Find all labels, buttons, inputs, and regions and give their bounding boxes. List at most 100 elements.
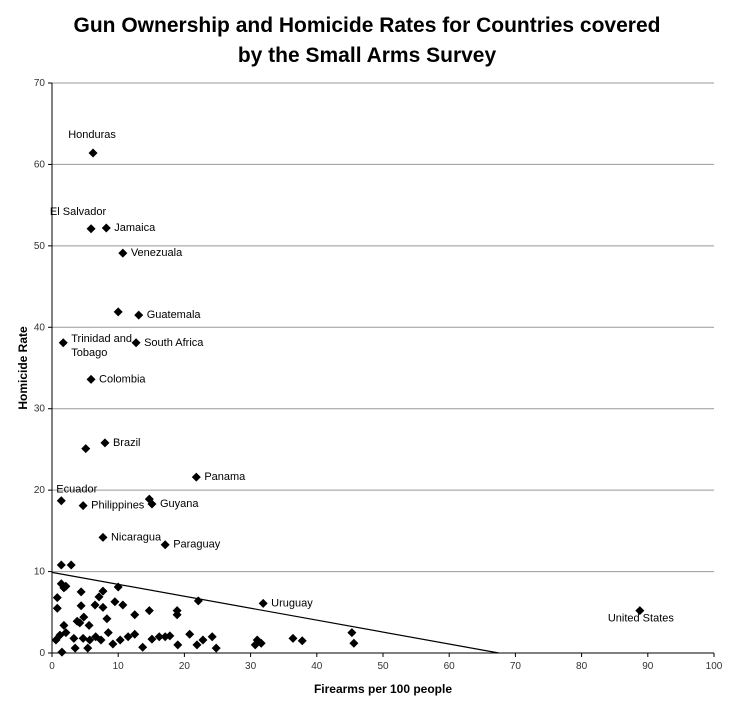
- point: [138, 642, 148, 652]
- point-label: Guyana: [160, 498, 199, 510]
- point: [185, 629, 195, 639]
- point: [191, 472, 201, 482]
- point: [86, 224, 96, 234]
- point: [172, 610, 182, 620]
- point: [85, 635, 95, 645]
- point: [75, 618, 85, 628]
- point-label: Ecuador: [56, 484, 97, 496]
- y-tick-label: 60: [34, 159, 46, 170]
- x-tick-label: 20: [179, 661, 191, 672]
- point-label: United States: [608, 613, 675, 625]
- point: [78, 501, 88, 511]
- point-label: Uruguay: [271, 597, 313, 609]
- point: [52, 593, 62, 603]
- y-tick-label: 40: [34, 322, 46, 333]
- point: [113, 307, 123, 317]
- point: [98, 532, 108, 542]
- point-label: Nicaragua: [111, 531, 162, 543]
- point: [118, 600, 128, 610]
- y-tick-label: 30: [34, 404, 46, 415]
- point-label: Philippines: [91, 500, 145, 512]
- y-axis-title: Homicide Rate: [16, 326, 30, 410]
- point: [144, 606, 154, 616]
- point: [123, 632, 133, 642]
- point: [173, 640, 183, 650]
- point: [108, 639, 118, 649]
- trend-line: [51, 571, 499, 654]
- point-label: Jamaica: [114, 222, 156, 234]
- point: [94, 592, 104, 602]
- x-axis-title: Firearms per 100 people: [314, 682, 452, 696]
- point: [154, 632, 164, 642]
- point-label: Colombia: [99, 373, 146, 385]
- point: [347, 628, 357, 638]
- x-tick-label: 40: [311, 661, 323, 672]
- point: [69, 633, 79, 643]
- point: [88, 148, 98, 158]
- point: [57, 647, 67, 657]
- point: [160, 540, 170, 550]
- point: [98, 586, 108, 596]
- point: [102, 614, 112, 624]
- point: [61, 628, 71, 638]
- chart-title: by the Small Arms Survey: [238, 44, 497, 67]
- point: [56, 496, 66, 506]
- point: [258, 598, 268, 608]
- point: [81, 444, 91, 454]
- point: [130, 629, 140, 639]
- point: [76, 601, 86, 611]
- point: [115, 635, 125, 645]
- point: [52, 603, 62, 613]
- y-tick-label: 70: [34, 78, 46, 89]
- point: [144, 494, 154, 504]
- point: [165, 631, 175, 641]
- point: [192, 640, 202, 650]
- point: [83, 643, 93, 653]
- point: [100, 438, 110, 448]
- x-tick-label: 70: [510, 661, 522, 672]
- chart-title: Gun Ownership and Homicide Rates for Cou…: [74, 14, 661, 37]
- x-tick-label: 80: [576, 661, 588, 672]
- point: [66, 560, 76, 570]
- point: [211, 643, 221, 653]
- point: [349, 638, 359, 648]
- x-tick-label: 30: [245, 661, 257, 672]
- point: [58, 338, 68, 348]
- y-tick-label: 50: [34, 241, 46, 252]
- point-label: Panama: [204, 471, 246, 483]
- point: [297, 636, 307, 646]
- x-tick-label: 0: [49, 661, 55, 672]
- point-label: Guatemala: [147, 309, 202, 321]
- point: [131, 338, 141, 348]
- point: [86, 374, 96, 384]
- x-tick-label: 10: [113, 661, 125, 672]
- point: [250, 640, 260, 650]
- point-label: El Salvador: [50, 206, 107, 218]
- point: [59, 620, 69, 630]
- y-tick-label: 20: [34, 485, 46, 496]
- point-label: Honduras: [68, 129, 116, 141]
- x-tick-label: 100: [706, 661, 723, 672]
- point-label: Paraguay: [173, 539, 221, 551]
- y-tick-label: 0: [39, 648, 45, 659]
- point: [130, 610, 140, 620]
- point: [288, 633, 298, 643]
- y-tick-label: 10: [34, 567, 46, 578]
- point: [98, 602, 108, 612]
- point: [118, 248, 128, 258]
- point: [84, 620, 94, 630]
- point: [103, 628, 113, 638]
- x-tick-label: 50: [377, 661, 389, 672]
- point: [134, 310, 144, 320]
- point-label: South Africa: [144, 337, 204, 349]
- point: [79, 612, 89, 622]
- point: [76, 587, 86, 597]
- x-tick-label: 90: [642, 661, 654, 672]
- label-line: Tobago: [71, 347, 107, 359]
- point-label: Venezuala: [131, 247, 183, 259]
- point: [101, 223, 111, 233]
- point: [635, 606, 645, 616]
- point: [56, 560, 66, 570]
